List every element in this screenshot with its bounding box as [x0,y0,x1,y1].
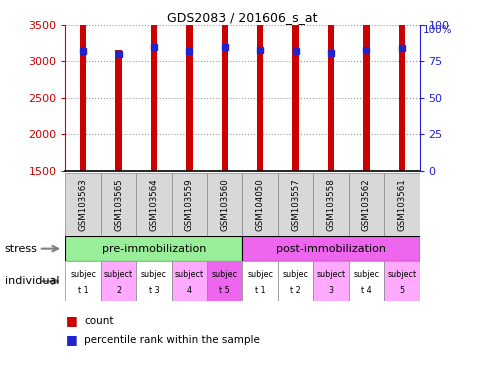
Text: subject: subject [316,270,345,278]
Bar [398,0,404,171]
Bar [221,0,227,171]
Bar [65,261,101,301]
Bar [115,50,121,171]
Text: t 2: t 2 [289,286,301,295]
Text: 5: 5 [398,286,404,295]
Bar [65,236,242,261]
Bar [383,173,419,236]
Text: GSM103564: GSM103564 [149,178,158,231]
Bar [257,0,263,171]
Bar [80,16,86,171]
Text: GSM103565: GSM103565 [114,178,123,231]
Bar [207,173,242,236]
Text: 4: 4 [186,286,192,295]
Text: percentile rank within the sample: percentile rank within the sample [84,335,259,345]
Bar [101,261,136,301]
Text: individual: individual [5,276,59,286]
Bar [383,261,419,301]
Text: GSM103557: GSM103557 [290,178,300,231]
Bar [242,236,419,261]
Text: count: count [84,316,113,326]
Bar [292,18,298,171]
Bar [151,0,157,171]
Text: subject: subject [386,270,416,278]
Text: subject: subject [174,270,204,278]
Text: t 5: t 5 [219,286,230,295]
Text: GSM104050: GSM104050 [255,178,264,231]
Bar [348,261,383,301]
Text: GSM103558: GSM103558 [326,178,335,231]
Bar [277,173,313,236]
Text: subjec: subjec [353,270,378,278]
Text: t 3: t 3 [149,286,159,295]
Bar [171,261,207,301]
Bar [313,261,348,301]
Text: subjec: subjec [247,270,272,278]
Text: t 4: t 4 [361,286,371,295]
Bar [363,5,369,171]
Bar [327,21,333,171]
Text: ■: ■ [65,314,77,327]
Text: subjec: subjec [282,270,308,278]
Text: t 1: t 1 [78,286,88,295]
Title: GDS2083 / 201606_s_at: GDS2083 / 201606_s_at [167,11,317,24]
Bar [136,261,171,301]
Bar [207,261,242,301]
Text: GSM103560: GSM103560 [220,178,229,231]
Text: subjec: subjec [70,270,96,278]
Text: subjec: subjec [141,270,166,278]
Bar [277,261,313,301]
Text: t 1: t 1 [255,286,265,295]
Text: 100%: 100% [422,25,452,35]
Text: GSM103562: GSM103562 [361,178,370,231]
Text: 2: 2 [116,286,121,295]
Text: pre-immobilization: pre-immobilization [102,243,206,254]
Bar [186,10,192,171]
Bar [242,173,277,236]
Text: GSM103559: GSM103559 [184,178,194,231]
Bar [242,261,277,301]
Text: 3: 3 [328,286,333,295]
Text: ■: ■ [65,333,77,346]
Bar [136,173,171,236]
Bar [313,173,348,236]
Text: post-immobilization: post-immobilization [275,243,385,254]
Text: GSM103563: GSM103563 [78,178,88,231]
Text: subjec: subjec [212,270,237,278]
Text: stress: stress [5,243,38,254]
Text: GSM103561: GSM103561 [396,178,406,231]
Bar [65,173,101,236]
Bar [348,173,383,236]
Bar [171,173,207,236]
Text: subject: subject [104,270,133,278]
Bar [101,173,136,236]
